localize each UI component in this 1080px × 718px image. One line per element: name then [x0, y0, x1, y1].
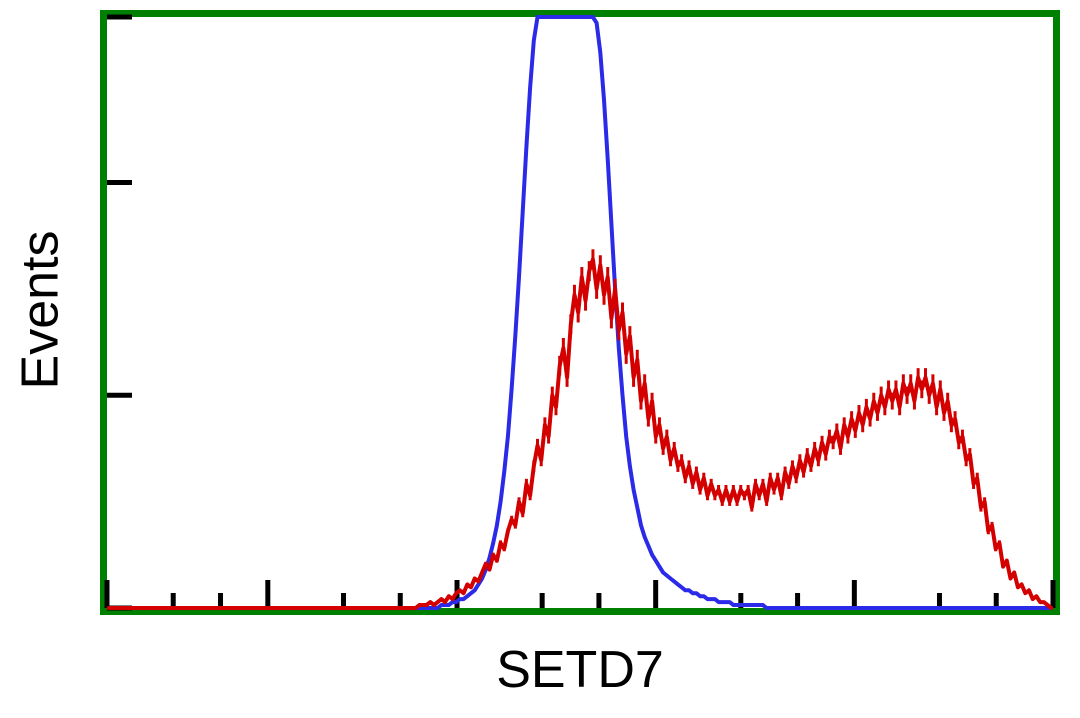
- plot-area: [100, 10, 1060, 615]
- y-axis-label: Events: [10, 231, 70, 390]
- histogram-svg: [100, 10, 1060, 615]
- x-axis-label: SETD7: [100, 640, 1060, 700]
- y-axis-label-container: Events: [0, 0, 80, 620]
- chart-container: Events SETD7: [0, 0, 1080, 718]
- series-sample: [109, 249, 1051, 608]
